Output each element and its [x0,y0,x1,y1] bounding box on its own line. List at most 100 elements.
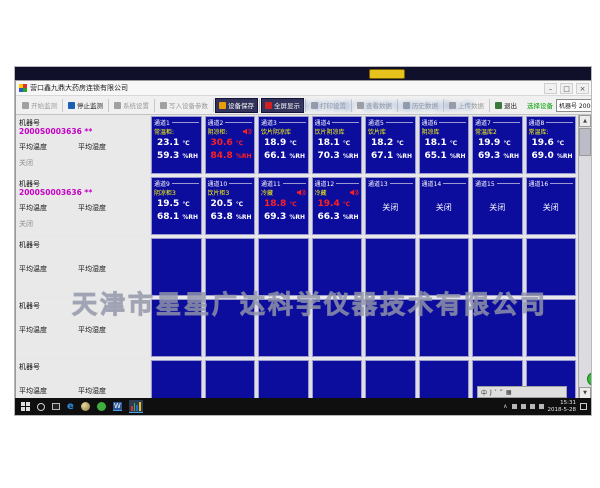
maximize-button[interactable]: □ [560,82,573,94]
toolbar-button[interactable]: 打印设置 [307,98,350,113]
volume-icon[interactable] [520,404,526,409]
scroll-up-icon[interactable]: ▲ [579,115,591,127]
humidity-value: 68.1 %RH [152,212,201,223]
toolbar-button[interactable]: 设备保存 [215,97,258,113]
channel-cell[interactable]: 通道13 关闭 [365,177,416,235]
toolbar-button-label: 系统设置 [123,102,149,110]
language-bar[interactable]: 中 J ’ ” ▦ [477,386,567,398]
channel-cell[interactable] [258,238,309,296]
hum-unit: %RH [235,214,252,222]
close-button[interactable]: × [576,82,589,94]
machine-no-label: 机器号 [19,241,40,249]
temperature-value: 18.8 ℃ [259,199,308,210]
channel-cell[interactable]: 通道4 饮片阴凉库 18.1 ℃ 70.3 %RH [311,116,362,174]
network-icon[interactable] [511,404,517,409]
toolbar-button[interactable]: 查看数据 [353,98,396,113]
channel-cell[interactable] [472,238,523,296]
channel-cell[interactable] [151,360,202,400]
vertical-scrollbar[interactable]: ▲ ▼ [578,115,591,399]
channel-cell[interactable] [151,238,202,296]
channel-cell[interactable]: 通道11 冷藏 18.8 ℃ 69.3 %RH [258,177,309,235]
edge-icon[interactable]: e [67,400,74,412]
channel-cell[interactable]: 通道14 关闭 [418,177,469,235]
device-combobox-value: 机器号 2000S0003636 16通道 [559,102,591,110]
toolbar-button[interactable]: 开始监测 [18,98,61,113]
toolbar-button[interactable]: 停止监测 [64,98,107,113]
channel-cell[interactable] [418,238,469,296]
channel-label: 通道12 [314,181,335,188]
display-icon[interactable] [529,404,535,409]
channel-cell[interactable]: 通道7 常温库2 19.9 ℃ 69.3 %RH [472,116,523,174]
cells-container [150,299,577,357]
toolbar-button[interactable]: 系统设置 [110,98,153,113]
channel-cell[interactable] [258,360,309,400]
ime-keyboard-icon[interactable]: ▦ [505,388,512,396]
channel-cell[interactable]: 通道9 阴凉柜3 19.5 ℃ 68.1 %RH [151,177,202,235]
channel-cell[interactable] [311,299,362,357]
toolbar-button[interactable]: 写入设备参数 [156,98,212,113]
channel-cell[interactable] [365,360,416,400]
channel-cell[interactable] [204,299,255,357]
header-line [385,122,413,123]
machine-panel: 机器号 2000S0003636 ** 平均温度 平均湿度 关闭 [16,116,150,174]
desktop-shortcut-icon[interactable] [369,69,405,79]
channel-cell[interactable]: 通道3 饮片阴凉库 18.9 ℃ 66.1 %RH [258,116,309,174]
channel-cell[interactable]: 通道2 阴凉柜: 30.6 ℃ 84.8 %RH [204,116,255,174]
toolbar-separator [62,98,63,112]
taskbar-clock[interactable]: 15:31 2018-5-28 [548,400,576,413]
action-center-icon[interactable] [580,403,587,410]
monitor-app-icon[interactable] [128,400,143,413]
toolbar-button[interactable]: 历史数据 [399,98,442,113]
location-row: 饮片阴凉库 [259,127,308,136]
machine-row: 机器号 平均温度 平均湿度 [16,299,577,357]
ime-punct-icon[interactable]: ’ [494,388,497,396]
minimize-button[interactable]: – [544,82,557,94]
channel-cell[interactable] [365,238,416,296]
word-icon[interactable]: W [112,402,122,411]
compass-icon[interactable] [80,402,90,411]
channel-cell[interactable] [204,238,255,296]
channel-cell[interactable] [418,299,469,357]
temp-unit: ℃ [289,140,297,147]
channel-cell[interactable] [151,299,202,357]
ime-chinese-icon[interactable]: 中 [481,389,488,397]
channel-cell[interactable]: 通道12 冷藏 19.4 ℃ 66.3 %RH [311,177,362,235]
channel-cell[interactable] [365,299,416,357]
start-icon[interactable] [21,402,30,411]
channel-cell[interactable]: 通道1 常温柜: 23.1 ℃ 59.3 %RH [151,116,202,174]
toolbar-button[interactable]: 退出 [491,98,521,113]
channel-label: 通道6 [421,120,438,127]
temperature-value: 18.1 ℃ [313,138,362,149]
channel-cell[interactable]: 通道16 关闭 [525,177,576,235]
channel-cell[interactable] [311,238,362,296]
channel-cell[interactable] [311,360,362,400]
humidity-value: 66.1 %RH [259,151,308,162]
stop-icon [68,101,75,109]
channel-cell[interactable]: 通道5 饮片库 18.2 ℃ 67.1 %RH [365,116,416,174]
channel-cell[interactable]: 通道6 阴凉库 18.1 ℃ 65.1 %RH [418,116,469,174]
toolbar-button[interactable]: 上传数据 [445,98,488,113]
toolbar-button[interactable]: 全屏显示 [261,97,304,113]
machine-no-label: 机器号 [19,180,40,188]
header-line [389,183,413,184]
device-combobox[interactable]: 机器号 2000S0003636 16通道 ▼ [556,98,591,112]
channel-cell[interactable] [472,299,523,357]
channel-cell[interactable]: 通道10 饮片柜3 20.5 ℃ 63.8 %RH [204,177,255,235]
scrollbar-thumb[interactable] [579,128,591,156]
cortana-icon[interactable] [37,402,45,411]
channel-cell[interactable]: 通道15 关闭 [472,177,523,235]
green-app-icon[interactable] [96,402,106,411]
channel-cell[interactable]: 通道8 常温库: 19.6 ℃ 69.0 %RH [525,116,576,174]
ime-tray-icon[interactable] [538,404,544,409]
channel-cell[interactable] [525,238,576,296]
temp-number: 19.5 [157,199,180,209]
tray-expand-icon[interactable]: ∧ [503,403,508,410]
channel-cell[interactable] [258,299,309,357]
ime-mode-icon[interactable]: J [490,388,492,396]
channel-cell[interactable] [204,360,255,400]
machine-status: 关闭 [19,220,33,228]
channel-cell[interactable] [418,360,469,400]
ime-fullwidth-icon[interactable]: ” [499,388,503,396]
taskview-icon[interactable] [52,403,60,410]
channel-cell[interactable] [525,299,576,357]
